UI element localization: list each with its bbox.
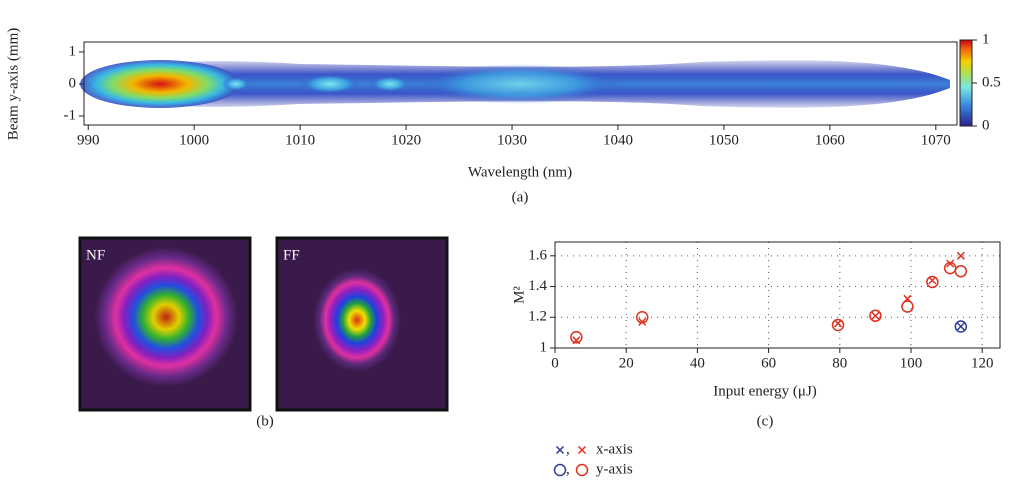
point bbox=[833, 319, 843, 328]
x-tick-label: 1040 bbox=[603, 132, 633, 148]
y-tick-label: 1 bbox=[69, 43, 77, 59]
nf-image bbox=[78, 236, 252, 412]
point bbox=[901, 300, 914, 313]
x-tick-label: 1060 bbox=[815, 132, 845, 148]
image-label: FF bbox=[283, 247, 300, 263]
y-tick-label: -1 bbox=[64, 107, 77, 123]
legend-sep: , bbox=[566, 441, 570, 457]
y-axis-label: Beam y-axis (mm) bbox=[5, 28, 21, 140]
point bbox=[954, 264, 968, 278]
point bbox=[570, 330, 583, 344]
point bbox=[956, 251, 965, 260]
x-tick-label: 1000 bbox=[179, 132, 209, 148]
heatmap-image bbox=[80, 60, 950, 108]
caption: (a) bbox=[512, 189, 529, 205]
caption: (b) bbox=[256, 413, 274, 429]
x-axis-label: Input energy (μJ) bbox=[713, 383, 817, 399]
legend-marker bbox=[555, 445, 565, 455]
x-axis-label: Wavelength (nm) bbox=[468, 164, 572, 180]
point bbox=[635, 311, 649, 324]
legend-label: x-axis bbox=[596, 441, 633, 457]
x-tick-label: 1070 bbox=[921, 132, 951, 148]
y-tick-label: 1.2 bbox=[528, 309, 547, 325]
legend-marker bbox=[553, 463, 567, 477]
point bbox=[831, 318, 845, 332]
x-tick-label: 40 bbox=[690, 355, 705, 371]
x-tick-label: 1020 bbox=[391, 132, 421, 148]
colorbar-tick-label: 1 bbox=[982, 31, 990, 47]
x-tick-label: 80 bbox=[832, 355, 847, 371]
colorbar-tick-label: 0.5 bbox=[982, 74, 1001, 90]
legend-marker bbox=[577, 445, 587, 455]
x-tick-label: 1030 bbox=[497, 132, 527, 148]
y-axis-label: M² bbox=[511, 286, 527, 304]
point bbox=[946, 259, 955, 268]
point bbox=[869, 309, 882, 322]
image-label: NF bbox=[86, 247, 105, 263]
point bbox=[956, 322, 965, 331]
legend-marker bbox=[575, 463, 589, 477]
x-tick-label: 100 bbox=[900, 355, 923, 371]
legend-label: y-axis bbox=[596, 461, 633, 477]
point bbox=[954, 320, 968, 333]
y-tick-label: 1.4 bbox=[528, 278, 547, 294]
plot-frame bbox=[83, 41, 958, 126]
y-tick-label: 0 bbox=[69, 75, 77, 91]
y-tick-label: 1.6 bbox=[528, 247, 547, 263]
x-tick-label: 990 bbox=[77, 132, 100, 148]
legend-sep: , bbox=[566, 461, 570, 477]
point bbox=[926, 275, 939, 289]
y-tick-label: 1 bbox=[540, 339, 548, 355]
x-tick-label: 120 bbox=[971, 355, 994, 371]
ff-image bbox=[275, 236, 449, 412]
caption: (c) bbox=[757, 413, 774, 429]
colorbar-tick-label: 0 bbox=[982, 117, 990, 133]
plot-frame bbox=[554, 241, 1001, 349]
x-tick-label: 60 bbox=[761, 355, 776, 371]
point bbox=[928, 276, 937, 285]
x-tick-label: 0 bbox=[551, 355, 559, 371]
x-tick-label: 20 bbox=[619, 355, 634, 371]
x-tick-label: 1010 bbox=[285, 132, 315, 148]
point bbox=[638, 317, 647, 326]
colorbar bbox=[959, 39, 973, 127]
x-tick-label: 1050 bbox=[709, 132, 739, 148]
point bbox=[871, 311, 880, 320]
